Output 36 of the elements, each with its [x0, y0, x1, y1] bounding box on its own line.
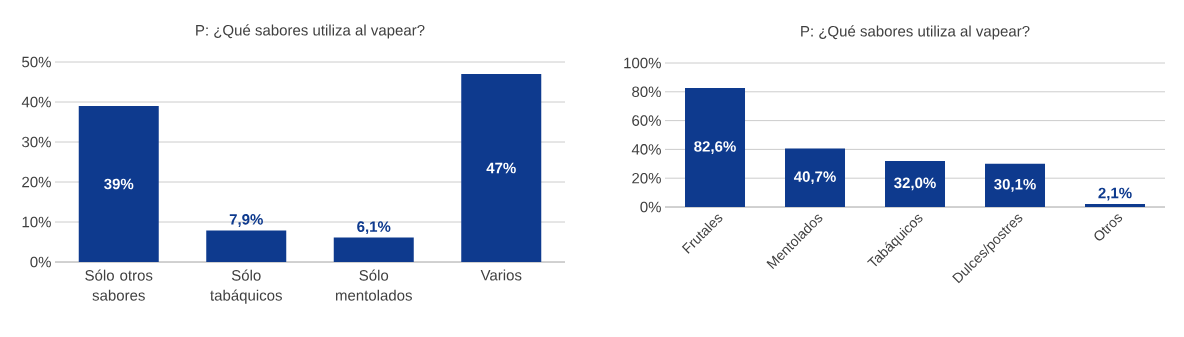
data-label: 7,9% [229, 214, 263, 227]
x-tick-label: Sólo tabáquicos [210, 269, 282, 304]
y-tick-label: 80% [632, 86, 661, 98]
y-tick-label: 30% [22, 136, 51, 148]
y-tick-label: 40% [21, 96, 51, 108]
y-tick-label: 20% [632, 172, 661, 184]
bar [206, 230, 287, 262]
data-label: 2,1% [1098, 187, 1132, 201]
y-tick-label: 100% [624, 57, 661, 69]
chart-title: P: ¿Qué sabores utiliza al vapear? [196, 24, 425, 39]
bar [78, 106, 159, 262]
data-label: 40,7% [793, 171, 836, 185]
data-label: 30,1% [994, 178, 1036, 192]
y-tick-label: 10% [22, 216, 51, 228]
x-tick-label: Sólo mentolados [335, 269, 412, 301]
bar [985, 163, 1046, 207]
y-tick-label: 60% [632, 115, 661, 126]
data-label: 47% [486, 162, 516, 174]
bar [461, 74, 542, 262]
bar [685, 88, 746, 207]
x-tick-label: Varios [480, 269, 522, 281]
bar [885, 160, 946, 207]
y-tick-label: 20% [22, 176, 51, 188]
bar [1085, 203, 1146, 207]
chart-title: P: ¿Qué sabores utiliza al vapear? [801, 25, 1030, 40]
data-label: 32,0% [894, 177, 936, 191]
y-tick-label: 0% [30, 256, 51, 268]
bar [785, 148, 846, 207]
bar [333, 237, 414, 262]
data-label: 39% [104, 178, 134, 190]
y-tick-label: 40% [631, 144, 661, 155]
y-tick-label: 0% [640, 201, 661, 213]
data-label: 82,6% [694, 141, 736, 154]
y-tick-label: 50% [22, 56, 51, 68]
x-tick-label: Sólo otros sabores [85, 269, 153, 301]
data-label: 6,1% [357, 221, 391, 235]
